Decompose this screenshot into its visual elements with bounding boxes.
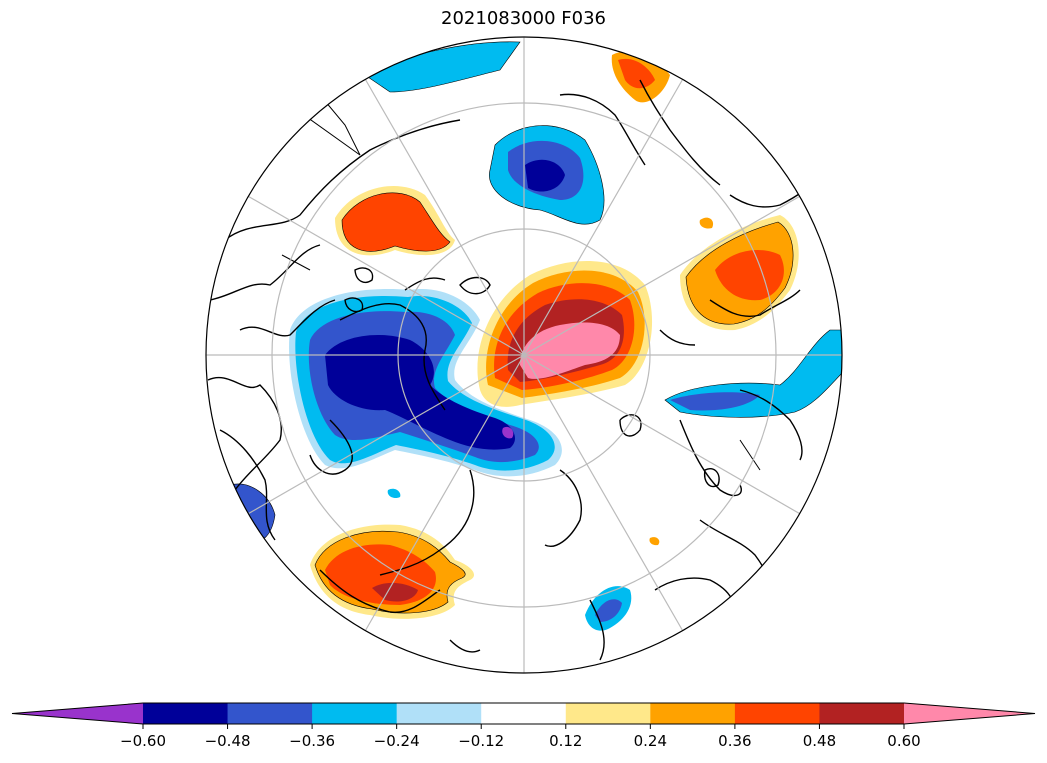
graticule [206,37,842,673]
anomaly-fields [228,41,842,631]
colorbar-segment [227,703,313,724]
colorbar-tick-label: −0.60 [120,732,166,750]
map-title: 2021083000 F036 [441,8,606,29]
colorbar-tick-label: −0.12 [458,732,505,750]
colorbar-tick-label: 0.36 [718,732,752,750]
colorbar-segment [396,703,482,724]
colorbar-segment [650,703,736,724]
colorbar-tick-label: −0.24 [373,732,420,750]
colorbar-segment [312,703,398,724]
colorbar-segment [12,703,143,724]
colorbar-segment [565,703,651,724]
colorbar-tick-label: −0.36 [289,732,336,750]
colorbar-segment [734,703,820,724]
colorbar-tick-label: 0.48 [802,732,837,750]
colorbar-tick-label: 0.24 [633,732,668,750]
colorbar-segment [143,703,229,724]
colorbar-segment [904,703,1035,724]
map-boundary [205,36,843,674]
polar-map [205,36,843,674]
colorbar-segment [481,703,567,724]
colorbar-tick-label: 0.60 [887,732,921,750]
colorbar-segment [819,703,905,724]
colorbar-tick-label: 0.12 [549,732,583,750]
colorbar-tick-label: −0.48 [204,732,251,750]
